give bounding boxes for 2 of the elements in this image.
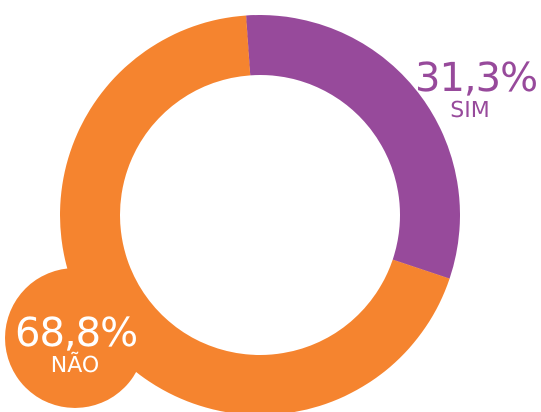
data-label: 31,3% (415, 55, 538, 101)
slice-label: SIM (449, 98, 491, 123)
